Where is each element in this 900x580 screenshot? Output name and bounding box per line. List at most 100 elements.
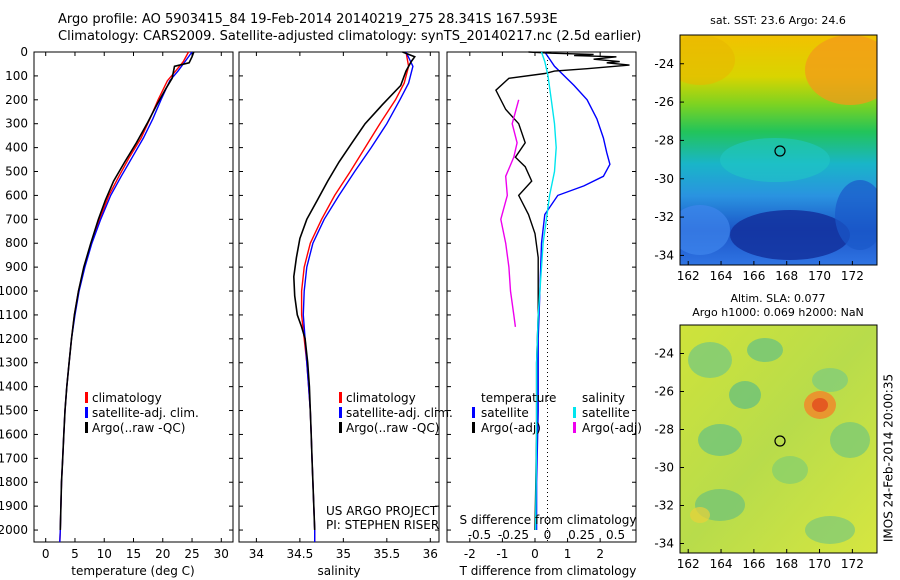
legend-heading-temperature: temperature xyxy=(481,391,556,405)
map-x-tick-label: 170 xyxy=(808,557,831,571)
legend-label-climatology: climatology xyxy=(346,391,416,405)
map-x-tick-label: 172 xyxy=(841,269,864,283)
x-tick-label-top: -0.5 xyxy=(468,528,491,542)
x-tick-label: 2 xyxy=(596,547,604,561)
sst-field xyxy=(680,35,877,265)
series-line-climatology xyxy=(59,51,190,543)
legend-label-satellite: satellite-adj. clim. xyxy=(346,406,453,420)
salinity-xlabel: salinity xyxy=(317,564,360,578)
y-tick-label: 1300 xyxy=(0,356,28,370)
map-x-tick-label: 168 xyxy=(775,557,798,571)
y-tick-label: 1800 xyxy=(0,475,28,489)
map-y-tick-label: -28 xyxy=(654,133,674,147)
y-tick-label: 700 xyxy=(5,212,28,226)
x-tick-label: 35 xyxy=(336,547,351,561)
map-y-tick-label: -34 xyxy=(654,248,674,262)
legend-swatch-climatology xyxy=(339,392,342,403)
y-tick-label: 1600 xyxy=(0,427,28,441)
map-y-tick-label: -30 xyxy=(654,461,674,475)
legend-swatch-sal-argo xyxy=(573,422,576,433)
float-marker xyxy=(774,145,786,157)
map-x-tick-label: 170 xyxy=(808,269,831,283)
header-line-2: Climatology: CARS2009. Satellite-adjuste… xyxy=(58,29,642,44)
difference-panel: -2 -1 0 1 2-0.5 -0.25 0 0.25 0.5 xyxy=(446,51,637,561)
series-line-argo-raw-qc- xyxy=(59,51,195,531)
legend-label-argo: Argo(..raw -QC) xyxy=(92,421,185,435)
float-marker xyxy=(774,435,786,447)
map-x-tick-label: 166 xyxy=(742,269,765,283)
x-tick-label: 25 xyxy=(184,547,199,561)
y-tick-label: 0 xyxy=(20,45,28,59)
series-line-satellite xyxy=(535,51,611,530)
legend-swatch-sal-satellite xyxy=(573,407,576,418)
sst-map-title: sat. SST: 23.6 Argo: 24.6 xyxy=(710,14,846,27)
y-tick-label: 1400 xyxy=(0,380,28,394)
x-tick-label: -2 xyxy=(464,547,476,561)
salinity-panel: 34 34.5 35 35.5 36 xyxy=(238,51,440,561)
x-tick-label-top: -0.25 xyxy=(498,528,529,542)
y-tick-label: 800 xyxy=(5,236,28,250)
temperature-legend: climatology satellite-adj. clim. Argo(..… xyxy=(85,391,199,435)
x-tick-label: 10 xyxy=(97,547,112,561)
series-line-argo-adj- xyxy=(495,51,630,531)
legend-label-satellite: satellite-adj. clim. xyxy=(92,406,199,420)
sla-map-title-2: Argo h1000: 0.069 h2000: NaN xyxy=(692,306,864,319)
x-tick-label-top: 0 xyxy=(544,528,552,542)
x-tick-label: 36 xyxy=(423,547,438,561)
map-y-tick-label: -32 xyxy=(654,499,674,513)
credits-line-1: US ARGO PROJECT xyxy=(326,504,438,518)
map-x-tick-label: 166 xyxy=(742,557,765,571)
series-line-climatology xyxy=(300,51,410,542)
legend-label-sal-argo: Argo(-adj) xyxy=(582,421,642,435)
x-tick-label: -1 xyxy=(496,547,508,561)
y-tick-label: 2000 xyxy=(0,523,28,537)
y-tick-label: 1200 xyxy=(0,332,28,346)
map-y-tick-label: -24 xyxy=(654,57,674,71)
map-x-tick-label: 162 xyxy=(677,557,700,571)
sla-map-title-1: Altim. SLA: 0.077 xyxy=(730,292,825,305)
y-tick-label: 200 xyxy=(5,93,28,107)
difference-legend: temperature salinity satellite Argo(-adj… xyxy=(472,391,642,435)
y-tick-label: 500 xyxy=(5,165,28,179)
x-tick-label-top: 0.5 xyxy=(606,528,625,542)
legend-label-temp-satellite: satellite xyxy=(481,406,529,420)
map-y-tick-label: -26 xyxy=(654,385,674,399)
difference-xlabel: T difference from climatology xyxy=(459,564,637,578)
x-tick-label: 30 xyxy=(214,547,229,561)
x-tick-label: 1 xyxy=(564,547,572,561)
series-line-argo-adj- xyxy=(500,99,520,327)
map-x-tick-label: 164 xyxy=(710,557,733,571)
map-y-tick-label: -28 xyxy=(654,423,674,437)
sla-field xyxy=(680,325,877,553)
x-tick-label: 15 xyxy=(126,547,141,561)
legend-swatch-argo xyxy=(339,422,342,433)
y-tick-label: 1700 xyxy=(0,451,28,465)
y-tick-label: 100 xyxy=(5,69,28,83)
y-tick-label: 1900 xyxy=(0,499,28,513)
map-y-tick-label: -34 xyxy=(654,537,674,551)
x-tick-label: 0 xyxy=(42,547,50,561)
sst-map: sat. SST: 23.6 Argo: 24.6 162 164 166 168 17… xyxy=(654,14,878,283)
y-tick-label: 600 xyxy=(5,188,28,202)
legend-label-climatology: climatology xyxy=(92,391,162,405)
y-tick-label: 400 xyxy=(5,141,28,155)
map-x-tick-label: 164 xyxy=(710,269,733,283)
legend-label-argo: Argo(..raw -QC) xyxy=(346,421,439,435)
legend-label-sal-satellite: satellite xyxy=(582,406,630,420)
legend-swatch-temp-argo xyxy=(472,422,475,433)
map-y-tick-label: -26 xyxy=(654,95,674,109)
legend-swatch-climatology xyxy=(85,392,88,403)
header-line-1: Argo profile: AO 5903415_84 19-Feb-2014 … xyxy=(58,12,558,27)
salinity-legend: climatology satellite-adj. clim. Argo(..… xyxy=(339,391,453,435)
x-tick-label: 20 xyxy=(155,547,170,561)
legend-swatch-satellite xyxy=(339,407,342,418)
legend-swatch-temp-satellite xyxy=(472,407,475,418)
legend-heading-salinity: salinity xyxy=(582,391,625,405)
series-line-satellite xyxy=(534,51,557,531)
legend-label-temp-argo: Argo(-adj) xyxy=(481,421,541,435)
map-x-tick-label: 172 xyxy=(841,557,864,571)
map-x-tick-label: 162 xyxy=(677,269,700,283)
map-x-tick-label: 168 xyxy=(775,269,798,283)
temperature-xlabel: temperature (deg C) xyxy=(71,564,194,578)
